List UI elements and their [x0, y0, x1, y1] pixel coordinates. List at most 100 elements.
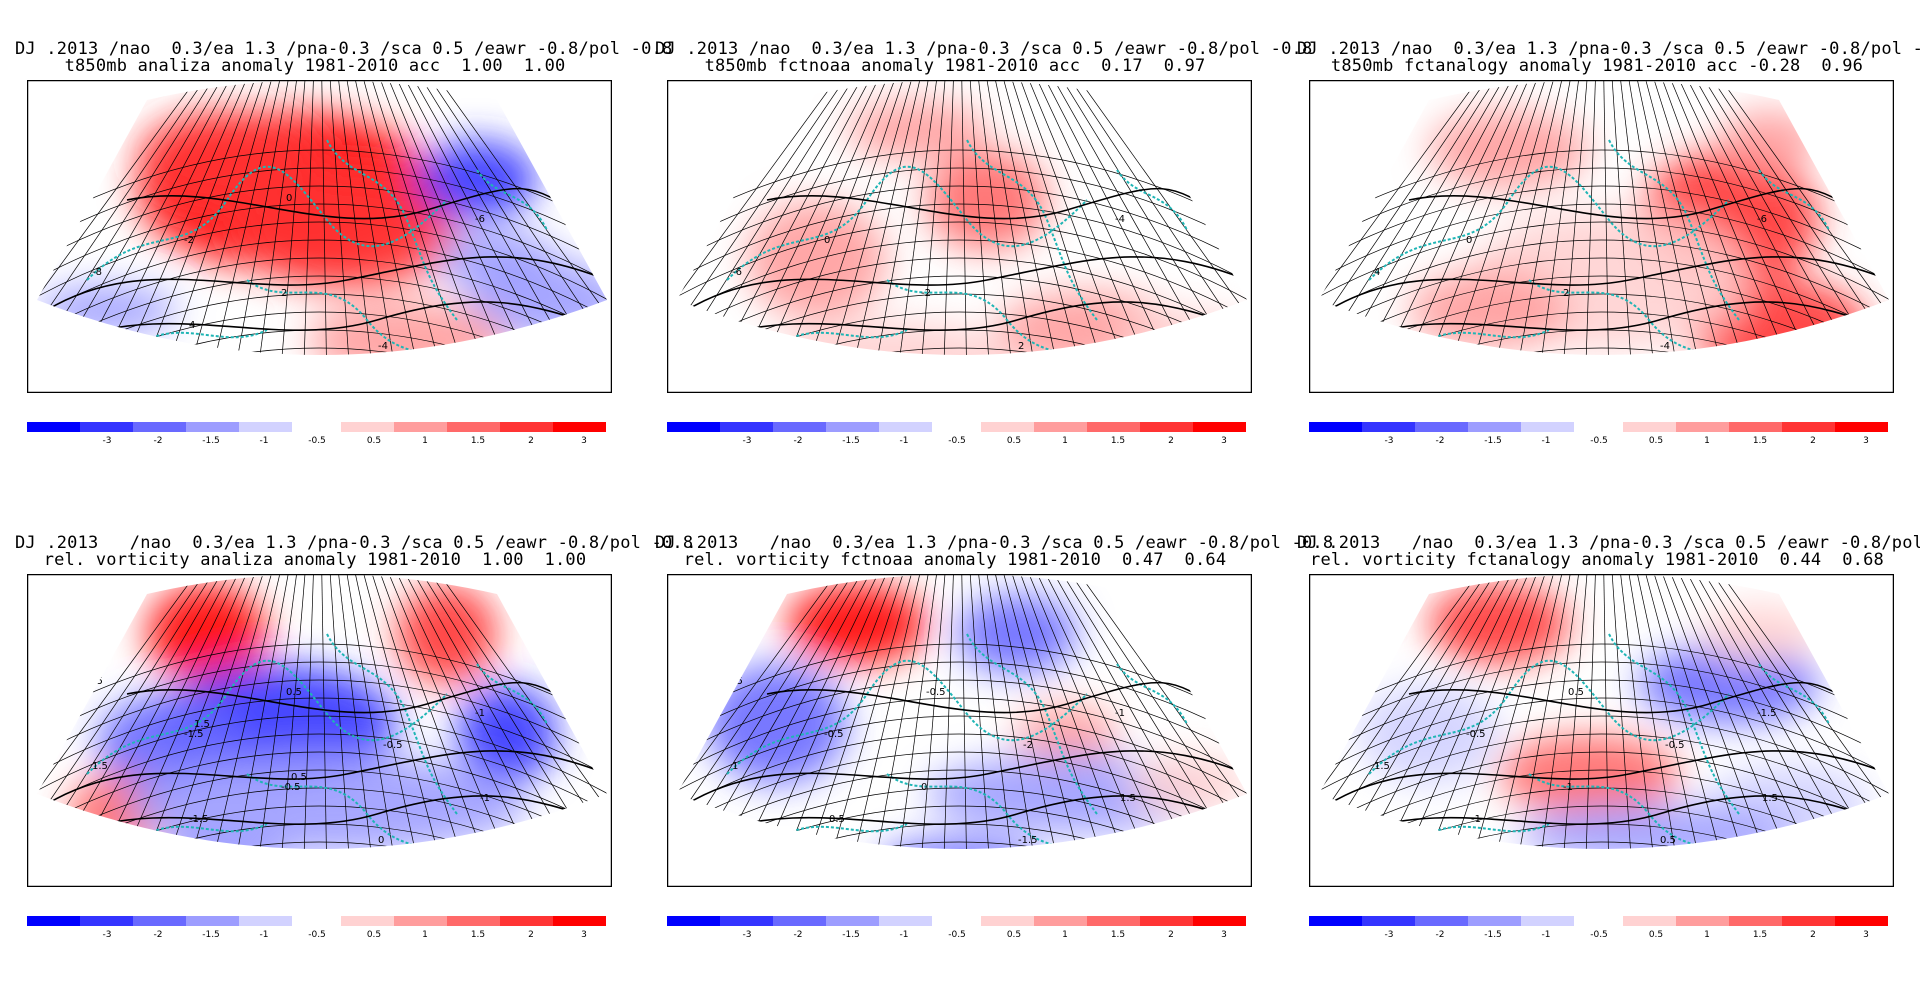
contour-label: -4	[1660, 341, 1670, 352]
colorbar-swatch	[186, 422, 239, 432]
colorbar-swatch	[341, 916, 394, 926]
contour-label: 0.5	[1660, 835, 1676, 846]
colorbar-legend: -3 -2 -1.5 -1 -0.5 0.5 1 1.5 2 3	[667, 916, 1252, 942]
colorbar-tick-label: 3	[1221, 930, 1227, 940]
colorbar-swatch	[1835, 916, 1888, 926]
colorbar-swatch	[1468, 422, 1521, 432]
anomaly-shading	[847, 100, 987, 160]
colorbar-swatch	[1193, 916, 1246, 926]
anomaly-map: 0.5-1.5-0.50-11.5-1.50.5-0.5-101.50.5	[27, 574, 612, 887]
contour-label: 1.5	[1120, 793, 1136, 804]
contour-label: -1	[480, 793, 490, 804]
colorbar-swatch	[1623, 916, 1676, 926]
colorbar-swatch	[1782, 916, 1835, 926]
colorbar-tick-label: 0.5	[1006, 436, 1022, 446]
colorbar-swatch	[1309, 916, 1362, 926]
contour-label: 0.5	[291, 772, 307, 783]
colorbar-swatch	[773, 916, 826, 926]
colorbar-tick-label: 3	[1863, 436, 1869, 446]
colorbar-swatch	[239, 422, 292, 432]
anomaly-shading	[777, 320, 1017, 355]
panel-title-line1: DJ .2013 /nao 0.3/ea 1.3 /pna-0.3 /sca 0…	[1297, 533, 1920, 553]
colorbar-swatch	[239, 916, 292, 926]
colorbar-swatch	[133, 422, 186, 432]
contour-label: 1.5	[1762, 793, 1778, 804]
contour-label: 1.5	[1374, 761, 1390, 772]
colorbar-tick-label: 1	[1062, 436, 1068, 446]
colorbar-swatch	[500, 422, 553, 432]
colorbar-swatch	[1676, 422, 1729, 432]
colorbar-tick-label: 1.5	[1752, 436, 1768, 446]
colorbar-swatch	[80, 916, 133, 926]
colorbar-swatch	[667, 422, 720, 432]
colorbar-tick-label: -3	[742, 930, 752, 940]
colorbar-swatch	[826, 916, 879, 926]
panel-title-line2: t850mb fctnoaa anomaly 1981-2010 acc 0.1…	[704, 56, 1206, 76]
colorbar-swatch	[1623, 422, 1676, 432]
colorbar-tick-label: 2	[528, 930, 534, 940]
contour-label: -1	[475, 708, 485, 719]
anomaly-shading	[137, 110, 317, 210]
contour-label: -6	[732, 267, 742, 278]
colorbar-tick-label: -2	[1435, 436, 1445, 446]
colorbar-tick-label: -3	[102, 436, 112, 446]
contour-label: 4	[1374, 267, 1380, 278]
colorbar-swatch	[1729, 422, 1782, 432]
colorbar-tick-label: 0.5	[1648, 930, 1664, 940]
colorbar-tick-label: 1	[422, 436, 428, 446]
map-panel-1: DJ .2013 /nao 0.3/ea 1.3 /pna-0.3 /sca 0…	[15, 40, 672, 510]
contour-label: 1.5	[92, 761, 108, 772]
colorbar-tick-label: -1.5	[842, 436, 860, 446]
contour-label: 0	[1466, 235, 1472, 246]
colorbar-swatch	[27, 422, 80, 432]
panel-title-line1: DJ .2013 /nao 0.3/ea 1.3 /pna-0.3 /sca 0…	[1297, 39, 1920, 59]
colorbar-swatch	[1362, 916, 1415, 926]
colorbar-swatch	[394, 916, 447, 926]
contour-label: -1	[1563, 782, 1573, 793]
colorbar-swatch	[826, 422, 879, 432]
contour-label: -2	[184, 235, 194, 246]
colorbar-swatch	[1415, 422, 1468, 432]
contour-label: 2	[281, 288, 287, 299]
map-panel-4: DJ .2013 /nao 0.3/ea 1.3 /pna-0.3 /sca 0…	[15, 534, 693, 1004]
anomaly-map: 20-22-4-6	[667, 80, 1252, 393]
contour-label: 0.5	[1568, 687, 1584, 698]
panel-title-line2: rel. vorticity analiza anomaly 1981-2010…	[43, 550, 587, 570]
contour-label: 1	[732, 761, 738, 772]
colorbar-tick-label: -0.5	[948, 930, 966, 940]
colorbar-tick-label: -3	[102, 930, 112, 940]
colorbar-tick-label: -1.5	[202, 436, 220, 446]
colorbar-tick-label: -0.5	[308, 436, 326, 446]
colorbar-legend: -3 -2 -1.5 -1 -0.5 0.5 1 1.5 2 3	[1309, 916, 1894, 942]
colorbar-tick-label: 2	[528, 436, 534, 446]
contour-label: 0	[824, 235, 830, 246]
anomaly-shading	[957, 594, 1077, 674]
colorbar-swatch	[1034, 916, 1087, 926]
colorbar-tick-label: 1	[422, 930, 428, 940]
colorbar-tick-label: 1.5	[1110, 436, 1126, 446]
colorbar-swatch	[879, 422, 932, 432]
colorbar-tick-label: -1.5	[202, 930, 220, 940]
colorbar-tick-label: 1.5	[470, 930, 486, 940]
colorbar-tick-label: -1	[899, 436, 909, 446]
colorbar-tick-label: -1	[1541, 930, 1551, 940]
contour-label: -8	[92, 267, 102, 278]
contour-label: -6	[1757, 214, 1767, 225]
colorbar-tick-label: -0.5	[948, 436, 966, 446]
contour-label: -0.5	[281, 782, 301, 793]
anomaly-shading	[397, 584, 497, 684]
colorbar-tick-label: -3	[1384, 436, 1394, 446]
contour-label: 4	[189, 320, 195, 331]
colorbar-legend: -3 -2 -1.5 -1 -0.5 0.5 1 1.5 2 3	[27, 916, 612, 942]
anomaly-shading	[1429, 584, 1569, 664]
colorbar-swatch	[1193, 422, 1246, 432]
colorbar-swatch	[981, 422, 1034, 432]
contour-label: -0.5	[383, 740, 403, 751]
colorbar-swatch	[1309, 422, 1362, 432]
colorbar-tick-label: 1.5	[470, 436, 486, 446]
contour-label: -1.5	[1757, 708, 1777, 719]
colorbar-swatch	[720, 422, 773, 432]
contour-label: 0	[921, 782, 927, 793]
contour-label: 0	[286, 193, 292, 204]
colorbar-tick-label: -1	[259, 930, 269, 940]
